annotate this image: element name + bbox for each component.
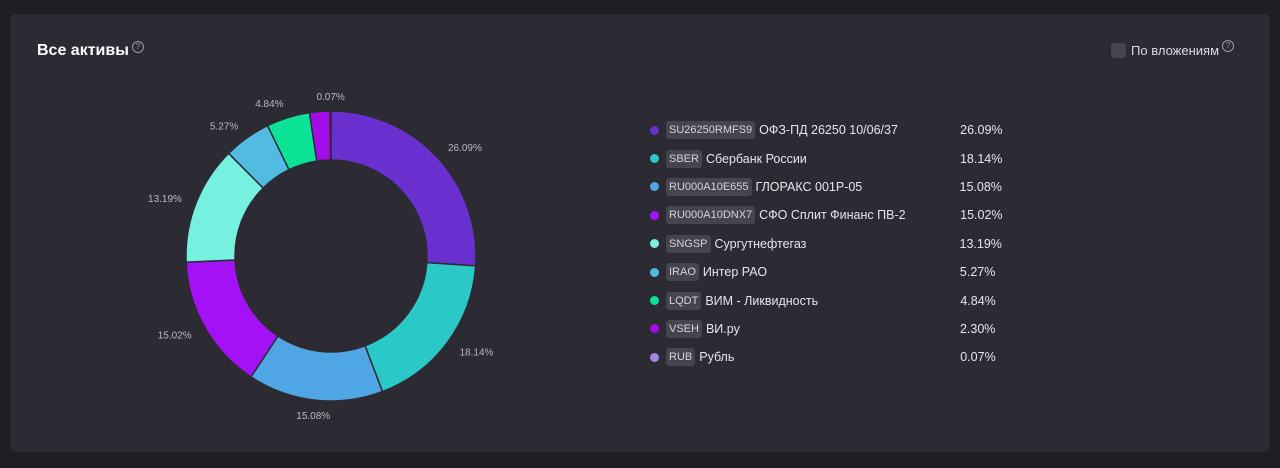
slice-label: 15.02% — [158, 331, 192, 342]
slice-label: 5.27% — [210, 122, 238, 133]
legend-item[interactable]: RUB Рубль 0.07% — [650, 343, 1003, 371]
asset-name: Сургутнефтегаз — [714, 236, 807, 251]
donut-slice[interactable] — [329, 110, 332, 161]
asset-percent: 18.14% — [959, 151, 1003, 166]
by-investment-label[interactable]: По вложениям — [1131, 43, 1219, 58]
asset-percent: 15.02% — [960, 208, 1003, 223]
ticker-badge: RU000A10DNX7 — [666, 206, 756, 225]
help-icon[interactable]: ? — [131, 41, 144, 53]
ticker-badge: LQDT — [666, 291, 702, 310]
legend-item[interactable]: SU26250RMFS9 ОФЗ-ПД 26250 10/06/37 26.09% — [650, 116, 1003, 144]
legend-item[interactable]: IRAO Интер РАО 5.27% — [650, 258, 1003, 286]
ticker-badge: IRAO — [666, 263, 699, 282]
legend-item[interactable]: SBER Сбербанк России 18.14% — [650, 144, 1003, 172]
legend-color-dot — [650, 267, 659, 277]
card-header: Все активы ? — [37, 41, 144, 60]
donut-slice[interactable] — [330, 110, 477, 267]
asset-percent: 0.07% — [960, 350, 996, 365]
asset-percent: 15.08% — [959, 179, 1002, 194]
asset-percent: 2.30% — [959, 321, 996, 336]
ticker-badge: RUB — [666, 348, 696, 367]
ticker-badge: SU26250RMFS9 — [666, 121, 756, 140]
asset-name: Интер РАО — [702, 265, 768, 280]
slice-label: 0.07% — [316, 92, 344, 103]
asset-name: ГЛОРАКС 001P-05 — [755, 179, 863, 194]
by-investment-checkbox[interactable] — [1111, 43, 1127, 58]
legend-item[interactable]: VSEH ВИ.ру 2.30% — [650, 315, 1003, 343]
asset-percent: 13.19% — [959, 236, 1002, 251]
card-title: Все активы — [37, 42, 129, 59]
asset-name: ВИМ - Ликвидность — [705, 293, 819, 308]
slice-label: 4.84% — [255, 99, 283, 110]
legend-item[interactable]: LQDT ВИМ - Ликвидность 4.84% — [650, 286, 1003, 314]
asset-percent: 26.09% — [960, 123, 1003, 138]
legend-item[interactable]: SNGSP Сургутнефтегаз 13.19% — [650, 230, 1003, 258]
legend-color-dot — [650, 125, 659, 135]
legend-color-dot — [650, 352, 659, 362]
legend: SU26250RMFS9 ОФЗ-ПД 26250 10/06/37 26.09% S… — [650, 116, 1003, 372]
slice-label: 26.09% — [448, 143, 482, 154]
ticker-badge: SBER — [666, 149, 702, 168]
legend-color-dot — [650, 182, 659, 192]
ticker-badge: RU000A10E655 — [666, 177, 752, 196]
slice-label: 18.14% — [459, 347, 493, 358]
asset-name: Сбербанк России — [705, 151, 807, 166]
legend-color-dot — [650, 210, 659, 220]
help-icon[interactable]: ? — [1222, 40, 1234, 52]
legend-color-dot — [650, 154, 659, 164]
asset-name: СФО Сплит Финанс ПВ-2 — [759, 208, 906, 223]
by-investment-toggle[interactable]: По вложениям ? — [1111, 40, 1234, 60]
slice-label: 13.19% — [148, 194, 182, 205]
legend-item[interactable]: RU000A10DNX7 СФО Сплит Финанс ПВ-2 15.02% — [650, 201, 1003, 229]
legend-color-dot — [650, 239, 659, 249]
asset-name: ОФЗ-ПД 26250 10/06/37 — [759, 123, 898, 138]
slice-label: 15.08% — [296, 411, 330, 422]
ticker-badge: VSEH — [666, 319, 702, 338]
legend-color-dot — [650, 296, 659, 306]
asset-name: Рубль — [699, 350, 735, 365]
legend-item[interactable]: RU000A10E655 ГЛОРАКС 001P-05 15.08% — [650, 173, 1003, 201]
asset-percent: 5.27% — [959, 265, 996, 280]
asset-name: ВИ.ру — [705, 321, 740, 336]
legend-color-dot — [650, 324, 659, 334]
ticker-badge: SNGSP — [666, 234, 711, 253]
donut-slice[interactable] — [364, 261, 477, 393]
asset-percent: 4.84% — [960, 293, 996, 308]
